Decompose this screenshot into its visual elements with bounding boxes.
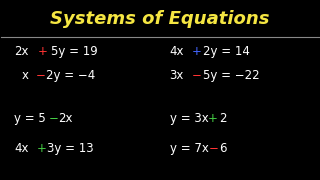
Text: 5y = 19: 5y = 19	[51, 44, 97, 58]
Text: y = 5: y = 5	[14, 112, 46, 125]
Text: −: −	[192, 69, 202, 82]
Text: 5y = −22: 5y = −22	[203, 69, 260, 82]
Text: −: −	[35, 69, 45, 82]
Text: +: +	[208, 112, 218, 125]
Text: 2: 2	[219, 112, 226, 125]
Text: −: −	[48, 112, 58, 125]
Text: +: +	[36, 142, 46, 155]
Text: 4x: 4x	[170, 44, 184, 58]
Text: +: +	[38, 44, 48, 58]
Text: 3y = 13: 3y = 13	[47, 142, 94, 155]
Text: Systems of Equations: Systems of Equations	[50, 10, 270, 28]
Text: 6: 6	[219, 142, 226, 155]
Text: 3x: 3x	[170, 69, 184, 82]
Text: −: −	[209, 142, 219, 155]
Text: 4x: 4x	[14, 142, 28, 155]
Text: x: x	[22, 69, 29, 82]
Text: 2x: 2x	[58, 112, 72, 125]
Text: y = 3x: y = 3x	[170, 112, 208, 125]
Text: 2y = −4: 2y = −4	[46, 69, 95, 82]
Text: +: +	[192, 44, 202, 58]
Text: 2x: 2x	[14, 44, 28, 58]
Text: y = 7x: y = 7x	[170, 142, 208, 155]
Text: 2y = 14: 2y = 14	[203, 44, 250, 58]
